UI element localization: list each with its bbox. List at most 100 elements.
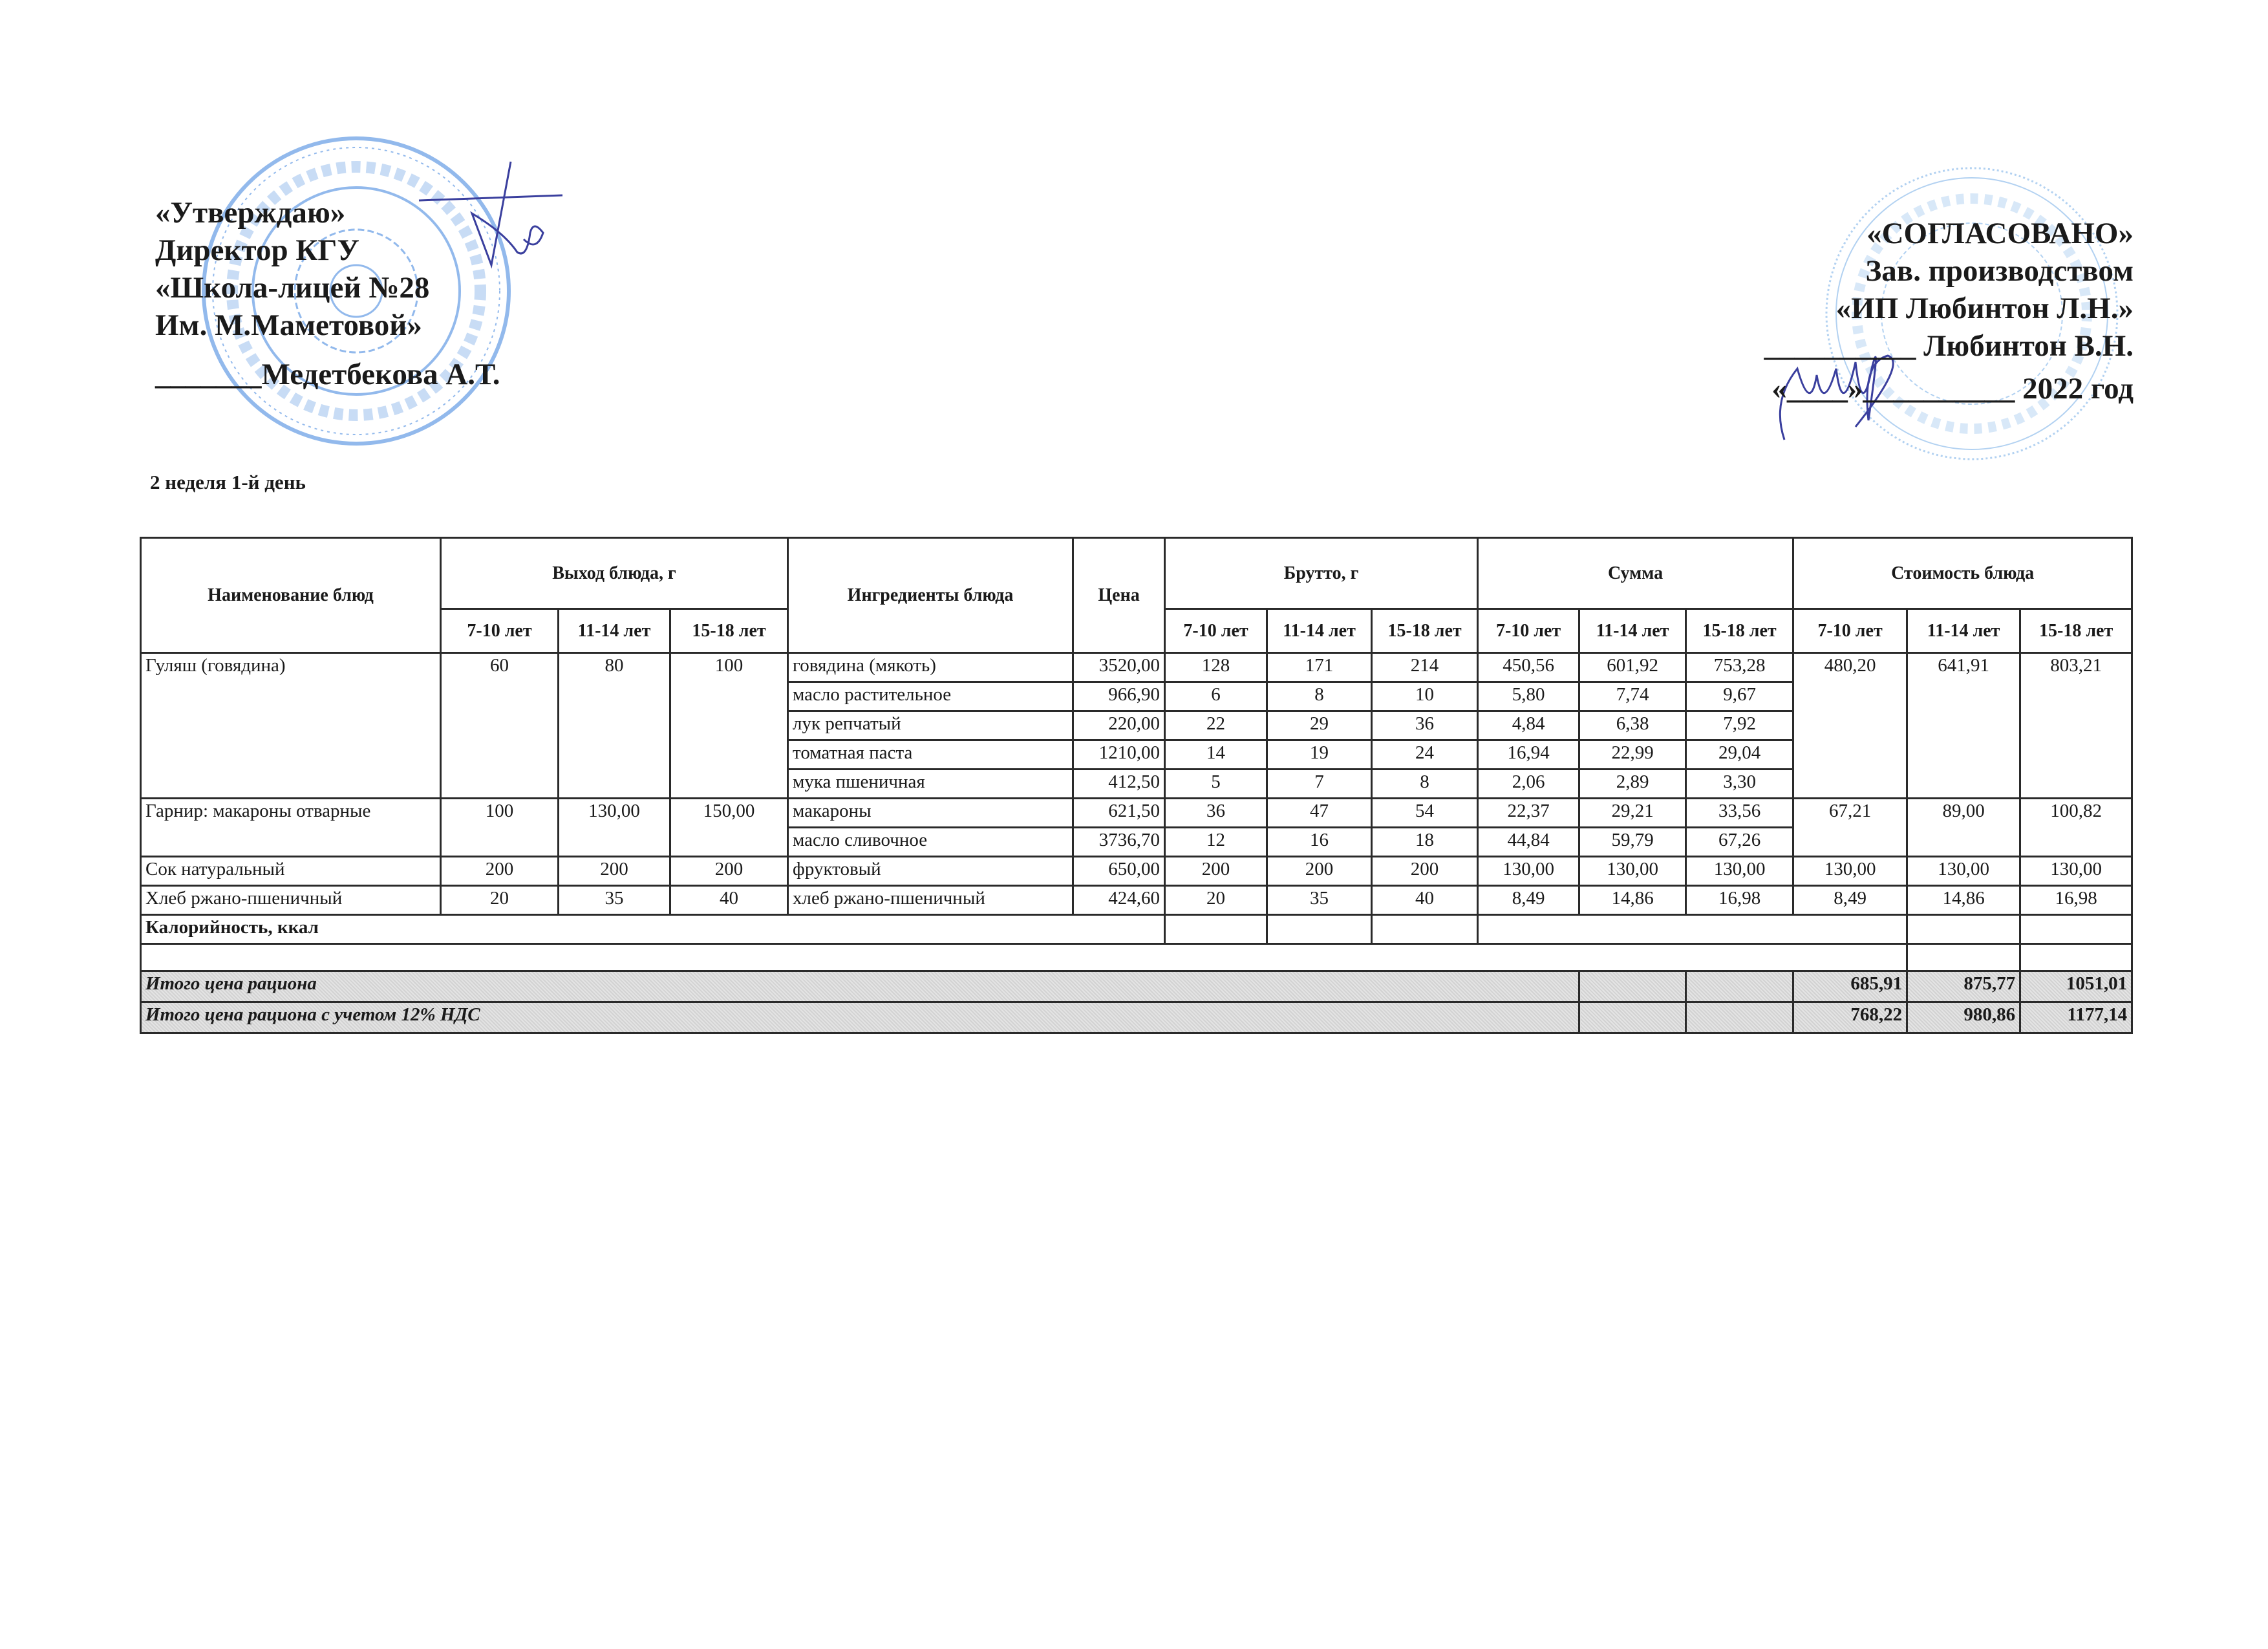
dish-yield: 200	[557, 856, 671, 887]
total-vat-row: Итого цена рациона с учетом 12% НДС 768,…	[139, 1001, 2134, 1034]
table-row: лук репчатый 220,00 22 29 36 4,84 6,38 7,92	[141, 710, 2132, 741]
approval-line: Директор КГУ	[155, 233, 359, 267]
ingredient-name: масло сливочное	[787, 826, 1075, 857]
dish-yield: 40	[669, 885, 789, 916]
ingredient-sum: 67,26	[1685, 826, 1795, 857]
ingredient-gross: 22	[1164, 710, 1268, 741]
ingredient-name: хлеб ржано-пшеничный	[787, 885, 1075, 916]
ingredient-gross: 47	[1266, 797, 1373, 828]
dish-cost: 130,00	[1792, 856, 1909, 887]
header-age: 7-10 лет	[1477, 608, 1581, 654]
ingredient-sum: 22,37	[1477, 797, 1581, 828]
dish-yield: 100	[669, 652, 789, 799]
ingredient-price: 621,50	[1072, 797, 1166, 828]
ingredient-sum: 16,98	[1685, 885, 1795, 916]
approval-line: «Школа-лицей №28	[155, 271, 430, 305]
header-age: 11-14 лет	[1906, 608, 2022, 654]
day-label: 2 неделя 1-й день	[150, 471, 306, 493]
dish-cost: 130,00	[2019, 856, 2134, 887]
ingredient-gross: 20	[1164, 885, 1268, 916]
table-row: томатная паста 1210,00 14 19 24 16,94 22,99 29,…	[141, 739, 2132, 770]
ingredient-name: лук репчатый	[787, 710, 1075, 741]
total-value: 875,77	[1906, 970, 2022, 1003]
ingredient-name: мука пшеничная	[787, 768, 1075, 799]
dish-yield: 150,00	[669, 797, 789, 857]
agreement-line: «ИП Любинтон Л.Н.»	[1835, 292, 2134, 325]
ingredient-sum: 753,28	[1685, 652, 1795, 683]
ingredient-gross: 54	[1371, 797, 1479, 828]
ingredient-gross: 14	[1164, 739, 1268, 770]
ingredient-sum: 14,86	[1578, 885, 1687, 916]
header-age: 15-18 лет	[2019, 608, 2134, 654]
ingredient-gross: 8	[1371, 768, 1479, 799]
ingredient-gross: 40	[1371, 885, 1479, 916]
total-vat-value: 1177,14	[2019, 1001, 2134, 1034]
calories-cell	[1266, 914, 1373, 945]
dish-yield: 130,00	[557, 797, 671, 857]
table-row: масло растительное 966,90 6 8 10 5,80 7,74 9,67	[141, 681, 2132, 712]
header-age: 7-10 лет	[440, 608, 559, 654]
header-yield: Выход блюда, г	[439, 537, 789, 610]
dish-cost: 100,82	[2019, 797, 2134, 857]
agreement-line: «СОГЛАСОВАНО»	[1867, 217, 2134, 250]
calories-cell	[1477, 914, 1909, 945]
ingredient-price: 650,00	[1072, 856, 1166, 887]
ingredient-sum: 29,21	[1578, 797, 1687, 828]
menu-table-footer: Калорийность, ккал Итого цена рациона 68…	[139, 914, 2134, 1034]
ingredient-sum: 130,00	[1685, 856, 1795, 887]
ingredient-gross: 36	[1371, 710, 1479, 741]
ingredient-sum: 5,80	[1477, 681, 1581, 712]
table-row: масло сливочное 3736,70 12 16 18 44,84 59,79 67…	[141, 826, 2132, 857]
header-gross: Брутто, г	[1164, 537, 1479, 610]
dish-yield: 100	[440, 797, 559, 857]
menu-table-body: Гуляш (говядина) 60 80 100 говядина (мякоть)…	[140, 652, 2134, 916]
approval-block: «Утверждаю» Директор КГУ «Школа-лицей №2…	[155, 194, 500, 393]
menu-table: Наименование блюд Выход блюда, г Ингреди…	[139, 537, 2134, 1034]
ingredient-sum: 130,00	[1477, 856, 1581, 887]
ingredient-gross: 128	[1164, 652, 1268, 683]
ingredient-gross: 214	[1371, 652, 1479, 683]
dish-cost: 8,49	[1792, 885, 1909, 916]
ingredient-gross: 24	[1371, 739, 1479, 770]
ingredient-gross: 200	[1371, 856, 1479, 887]
ingredient-name: фруктовый	[787, 856, 1075, 887]
total-label: Итого цена рациона	[139, 970, 1581, 1003]
ingredient-price: 220,00	[1072, 710, 1166, 741]
ingredient-gross: 171	[1266, 652, 1373, 683]
ingredient-price: 3520,00	[1072, 652, 1166, 683]
ingredient-name: томатная паста	[787, 739, 1075, 770]
ingredient-name: масло растительное	[787, 681, 1075, 712]
empty-row	[139, 943, 2134, 972]
ingredient-gross: 10	[1371, 681, 1479, 712]
table-row: Сок натуральный 200 200 200 фруктовый 650,00 2…	[140, 856, 2134, 887]
header-age: 11-14 лет	[557, 608, 671, 654]
agreement-date: «____»__________ 2022 год	[1771, 372, 2134, 405]
calories-cell	[1164, 914, 1268, 945]
dish-cost: 480,20	[1792, 652, 1909, 799]
ingredient-gross: 5	[1164, 768, 1268, 799]
ingredient-price: 1210,00	[1072, 739, 1166, 770]
ingredient-sum: 601,92	[1578, 652, 1687, 683]
header-age: 11-14 лет	[1266, 608, 1373, 654]
table-row: Хлеб ржано-пшеничный 20 35 40 хлеб ржано-пше…	[140, 885, 2134, 916]
calories-row: Калорийность, ккал	[139, 914, 2134, 945]
approval-signatory: _______Медетбекова А.Т.	[155, 358, 500, 391]
ingredient-gross: 16	[1266, 826, 1373, 857]
ingredient-sum: 22,99	[1578, 739, 1687, 770]
ingredient-sum: 16,94	[1477, 739, 1581, 770]
empty-cell	[139, 943, 1909, 972]
ingredient-price: 966,90	[1072, 681, 1166, 712]
ingredient-sum: 7,74	[1578, 681, 1687, 712]
ingredient-name: макароны	[787, 797, 1075, 828]
approval-line: «Утверждаю»	[155, 196, 346, 230]
table-row: мука пшеничная 412,50 5 7 8 2,06 2,89 3,30	[141, 768, 2132, 799]
header-price: Цена	[1072, 537, 1166, 654]
dish-yield: 200	[440, 856, 559, 887]
total-empty-cell	[1685, 970, 1795, 1003]
ingredient-sum: 130,00	[1578, 856, 1687, 887]
dish-cost: 803,21	[2019, 652, 2134, 799]
dish-cost: 14,86	[1906, 885, 2022, 916]
total-vat-value: 980,86	[1906, 1001, 2022, 1034]
calories-cell	[1906, 914, 2022, 945]
total-vat-label: Итого цена рациона с учетом 12% НДС	[139, 1001, 1581, 1034]
